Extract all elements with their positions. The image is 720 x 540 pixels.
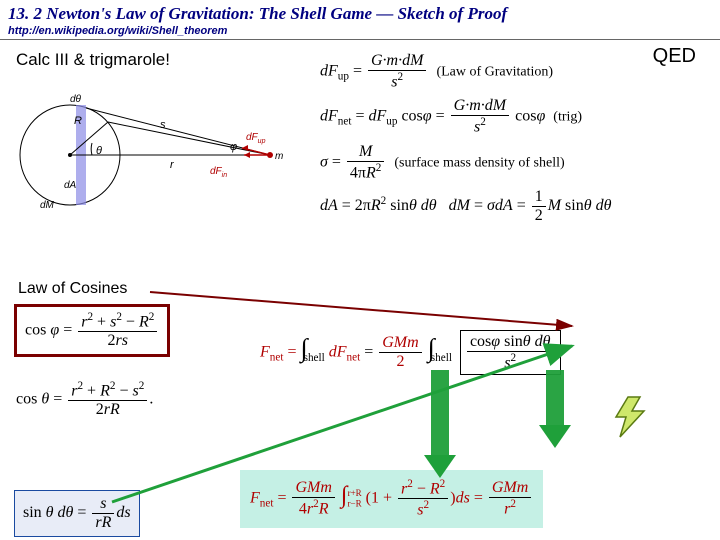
svg-text:φ: φ — [230, 141, 237, 153]
svg-text:dA: dA — [64, 180, 77, 191]
page-title: 13. 2 Newton's Law of Gravitation: The S… — [8, 4, 712, 24]
svg-text:θ: θ — [96, 145, 102, 157]
svg-text:dFup: dFup — [246, 132, 266, 145]
qed-label: QED — [653, 45, 696, 68]
svg-text:dθ: dθ — [70, 94, 82, 105]
svg-text:dFin: dFin — [210, 166, 227, 179]
svg-text:s: s — [160, 119, 166, 131]
svg-text:m: m — [275, 151, 283, 162]
law-of-cosines-label: Law of Cosines — [18, 280, 127, 298]
source-url: http://en.wikipedia.org/wiki/Shell_theor… — [8, 25, 712, 37]
eq-sigma: σ = M4πR2 (surface mass density of shell… — [320, 143, 710, 182]
eq-gravitation: dFup = G·m·dMs2 (Law of Gravitation) — [320, 52, 710, 91]
cos-theta-formula: cos θ = r2 + R2 − s22rR. — [16, 380, 153, 419]
fnet-integral: Fnet = ∫shell dFnet = GMm2 ∫shell cosφ s… — [260, 330, 561, 375]
lightning-icon — [610, 395, 654, 439]
cos-phi-formula: cos φ = r2 + s2 − R22rs — [14, 304, 170, 357]
content-region: Calc III & trigmarole! θ R dθ s r φ m dF… — [0, 40, 720, 84]
svg-text:R: R — [74, 115, 82, 127]
shell-diagram: θ R dθ s r φ m dFup dFin dA dM — [10, 80, 310, 230]
eq-dA-dM: dA = 2πR2 sinθ dθ dM = σdA = 12M sinθ dθ — [320, 188, 710, 225]
eq-trig: dFnet = dFup cosφ = G·m·dMs2 cosφ (trig) — [320, 97, 710, 136]
title-bar: 13. 2 Newton's Law of Gravitation: The S… — [0, 0, 720, 40]
final-result: Fnet = GMm4r2R ∫r−Rr+R (1 + r2 − R2s2)ds… — [240, 470, 543, 528]
svg-text:r: r — [170, 159, 175, 171]
equation-stack: dFup = G·m·dMs2 (Law of Gravitation) dFn… — [320, 46, 710, 231]
sin-theta-formula: sin θ dθ = srRds — [14, 490, 140, 537]
svg-text:dM: dM — [40, 200, 55, 211]
